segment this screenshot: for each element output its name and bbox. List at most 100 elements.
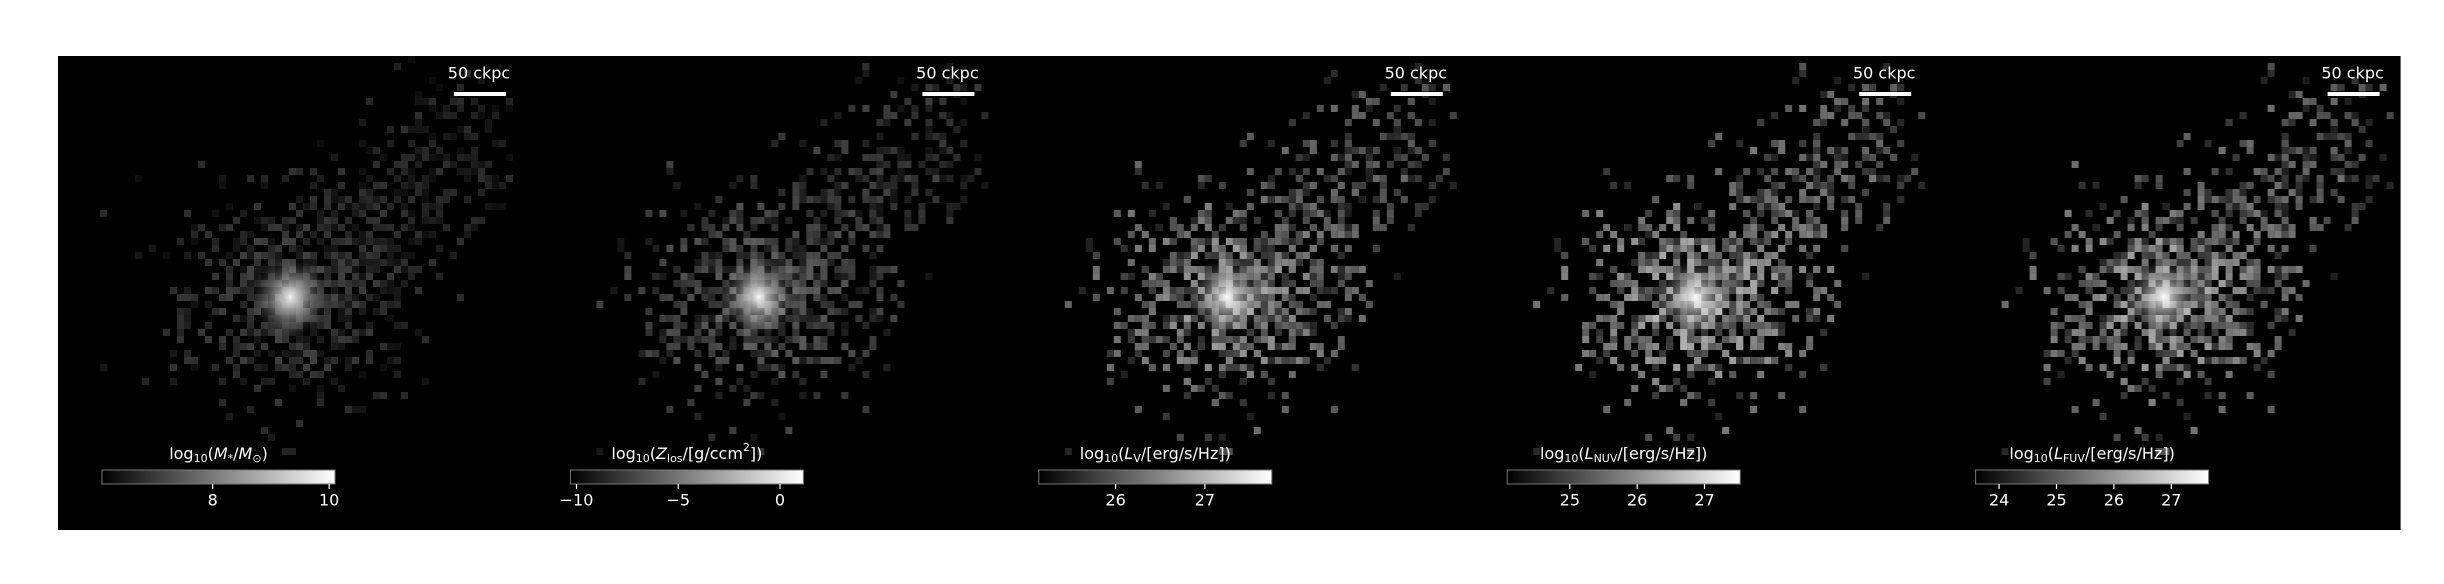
pixel [338,196,345,203]
pixel [708,343,716,350]
pixel [883,189,891,196]
pixel [219,308,226,315]
pixel [932,133,940,140]
pixel [1687,343,1695,350]
pixel [2274,182,2282,189]
pixel [1260,315,1268,322]
pixel [1715,371,1723,378]
pixel [492,175,499,182]
pixel [2302,154,2310,161]
pixel [2162,392,2170,399]
pixel [1379,175,1387,182]
pixel [1113,238,1121,245]
pixel [841,182,849,189]
pixel [366,175,373,182]
pixel [1113,336,1121,343]
pixel [408,168,415,175]
pixel [219,378,226,385]
pixel [394,175,401,182]
pixel [911,84,919,91]
colorbar-label: log10(LV/[erg/s/Hz]) [1080,444,1231,466]
pixel [680,301,688,308]
pixel [820,189,828,196]
pixel [1652,364,1660,371]
pixel [443,161,450,168]
pixel [834,266,842,273]
pixel [2204,392,2212,399]
pixel [471,112,478,119]
pixel [946,175,954,182]
pixel [331,189,338,196]
pixel [2330,168,2338,175]
pixel [1673,203,1681,210]
pixel [464,231,471,238]
pixel [953,126,961,133]
pixel [1239,378,1247,385]
pixel [918,203,926,210]
pixel [415,147,422,154]
pixel [736,252,744,259]
pixel [897,147,905,154]
pixel [1771,287,1779,294]
galaxy-core [1186,257,1267,337]
label-part: 10 [636,452,650,465]
pixel [1274,308,1282,315]
pixel [1792,77,1800,84]
pixel [1792,301,1800,308]
pixel [1288,329,1296,336]
pixel [2148,385,2156,392]
pixel [2239,217,2247,224]
pixel [471,147,478,154]
pixel [2246,322,2254,329]
pixel [1610,266,1618,273]
pixel [1533,448,1541,455]
pixel [1652,301,1660,308]
pixel [1729,308,1737,315]
pixel [799,294,807,301]
pixel [1134,315,1142,322]
pixel [834,252,842,259]
pixel [2176,343,2184,350]
pixel [862,371,870,378]
pixel [1785,105,1793,112]
pixel [2057,287,2065,294]
pixel [254,203,261,210]
pixel [1806,280,1814,287]
pixel [415,91,422,98]
pixel [506,105,513,112]
pixel [1799,189,1807,196]
pixel [1813,315,1821,322]
pixel [806,259,814,266]
pixel [394,371,401,378]
pixel [876,273,884,280]
pixel [2239,182,2247,189]
pixel [387,343,394,350]
pixel [401,252,408,259]
pixel [1799,350,1807,357]
pixel [366,189,373,196]
pixel [345,231,352,238]
pixel [1141,231,1149,238]
pixel [1883,119,1891,126]
pixel [2225,280,2233,287]
pixel [1806,315,1814,322]
pixel [925,84,933,91]
pixel [338,182,345,189]
pixel [1638,287,1646,294]
pixel [1792,210,1800,217]
pixel [1337,343,1345,350]
pixel [352,203,359,210]
pixel [736,217,744,224]
pixel [1848,133,1856,140]
pixel [2162,252,2170,259]
pixel [373,294,380,301]
pixel [2113,301,2121,308]
pixel [1288,343,1296,350]
pixel [2071,224,2079,231]
pixel [1302,154,1310,161]
pixel [2344,224,2352,231]
pixel [2211,315,2219,322]
pixel [2078,315,2086,322]
pixel [282,448,289,455]
pixel [1897,140,1905,147]
